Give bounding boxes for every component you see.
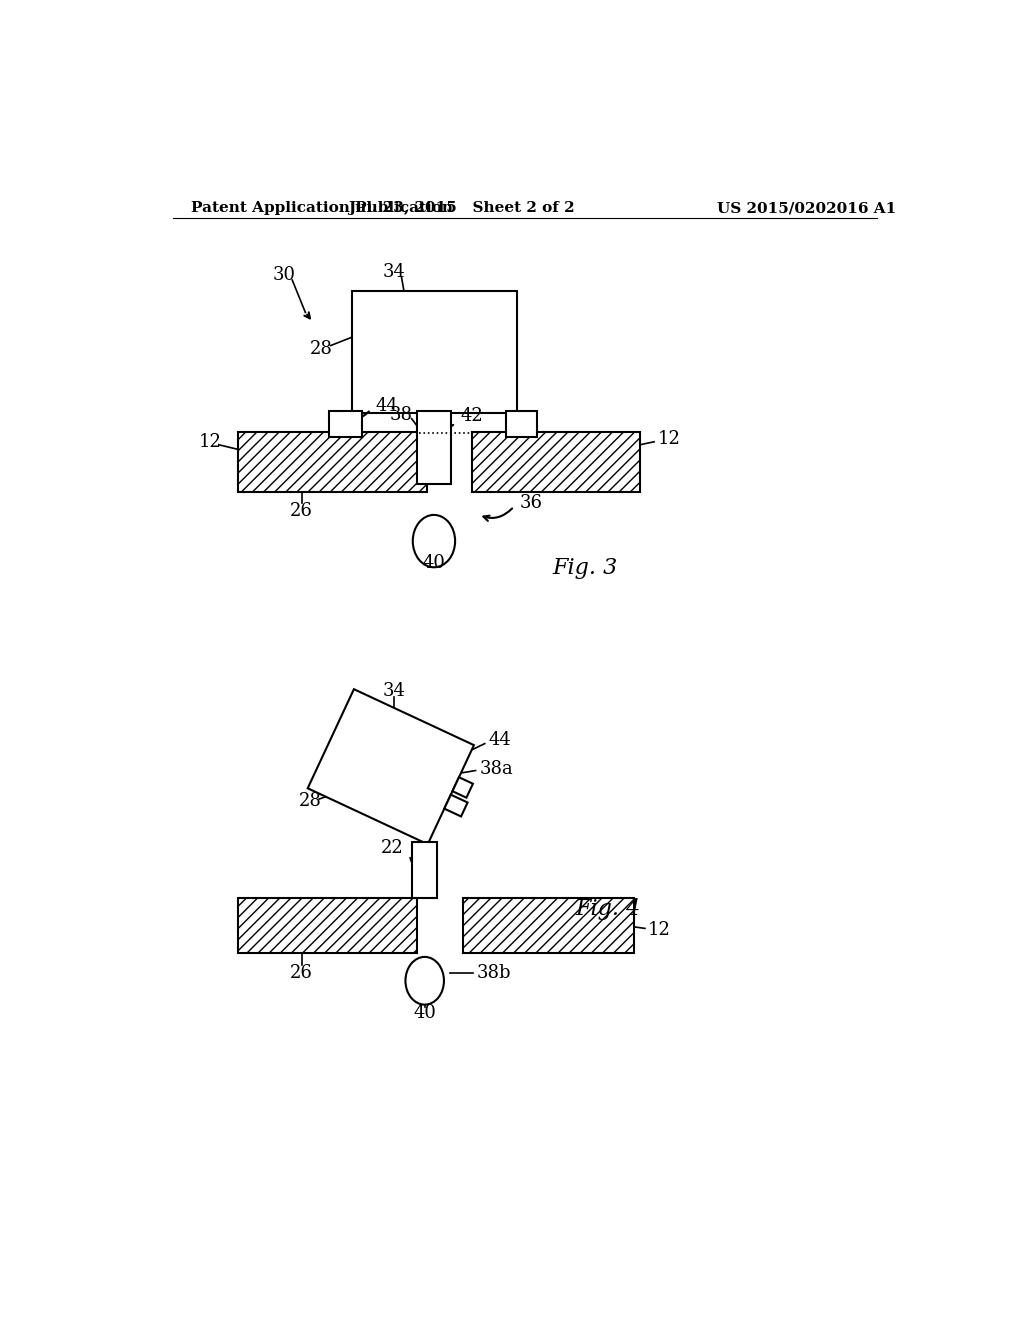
Text: 40: 40 bbox=[423, 553, 445, 572]
Text: 12: 12 bbox=[648, 921, 671, 939]
Bar bbox=[330, 411, 361, 437]
Text: 40: 40 bbox=[414, 1005, 436, 1022]
Text: US 2015/0202016 A1: US 2015/0202016 A1 bbox=[717, 202, 897, 215]
Bar bbox=[463, 898, 634, 953]
Text: 28: 28 bbox=[299, 792, 322, 810]
Text: Patent Application Publication: Patent Application Publication bbox=[190, 202, 453, 215]
Bar bbox=[413, 842, 437, 898]
Text: Fig. 4: Fig. 4 bbox=[575, 898, 641, 920]
Bar bbox=[352, 290, 517, 412]
Bar bbox=[239, 898, 417, 953]
Text: 44: 44 bbox=[376, 397, 398, 416]
Text: 36: 36 bbox=[519, 494, 543, 512]
Bar bbox=[472, 432, 640, 492]
Text: 28: 28 bbox=[310, 341, 333, 358]
Text: 34: 34 bbox=[382, 264, 406, 281]
Bar bbox=[417, 411, 451, 484]
Bar bbox=[239, 432, 427, 492]
Text: 30: 30 bbox=[273, 267, 296, 284]
Text: 38a: 38a bbox=[479, 760, 513, 777]
Bar bbox=[453, 777, 473, 797]
Text: 26: 26 bbox=[290, 964, 313, 982]
Text: 42: 42 bbox=[460, 408, 483, 425]
Text: 22: 22 bbox=[381, 838, 403, 857]
Text: Fig. 3: Fig. 3 bbox=[552, 557, 617, 579]
Text: 44: 44 bbox=[488, 731, 511, 748]
Bar bbox=[444, 795, 468, 817]
Text: 12: 12 bbox=[199, 433, 221, 450]
Ellipse shape bbox=[406, 957, 444, 1005]
Text: 38: 38 bbox=[390, 405, 413, 424]
Text: 26: 26 bbox=[290, 502, 313, 520]
Ellipse shape bbox=[413, 515, 455, 568]
Bar bbox=[506, 411, 538, 437]
Text: Jul. 23, 2015   Sheet 2 of 2: Jul. 23, 2015 Sheet 2 of 2 bbox=[348, 202, 574, 215]
Bar bbox=[307, 689, 474, 845]
Text: 38b: 38b bbox=[477, 964, 512, 982]
Text: 12: 12 bbox=[658, 430, 681, 449]
Text: 34: 34 bbox=[382, 682, 406, 700]
